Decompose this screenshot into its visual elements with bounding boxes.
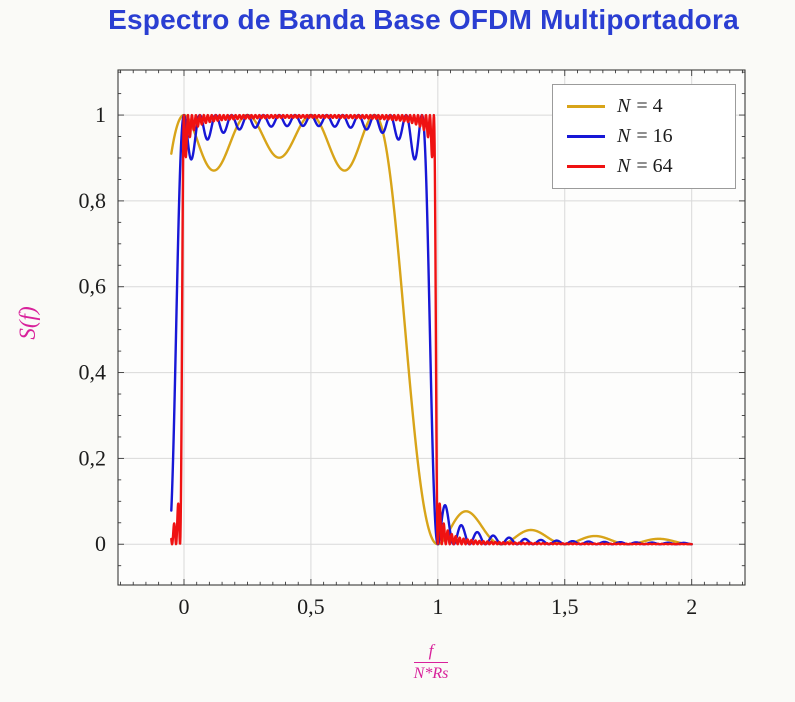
x-tick-label: 1	[432, 594, 443, 619]
legend-line-sample	[567, 135, 605, 138]
y-tick-label: 0,6	[79, 274, 107, 299]
legend-item: N = 4	[567, 94, 721, 119]
y-tick-labels: 0 0,2 0,4 0,6 0,8 1	[79, 102, 107, 556]
x-axis-label: f N*Rs	[371, 641, 491, 683]
x-tick-labels: 0 0,5 1 1,5 2	[179, 594, 698, 619]
plot-frame	[117, 69, 746, 586]
curves	[170, 113, 693, 546]
legend-item-label: N = 4	[617, 95, 663, 117]
series-line-N-16	[170, 113, 693, 546]
x-axis-label-denominator: N*Rs	[413, 665, 449, 682]
x-tick-label: 0,5	[297, 594, 325, 619]
legend-item: N = 16	[567, 124, 721, 149]
y-tick-label: 0,4	[79, 360, 107, 385]
legend: N = 4 N = 16 N = 64	[552, 84, 736, 189]
x-axis-label-numerator: f	[413, 641, 449, 663]
legend-item-label: N = 16	[617, 125, 673, 147]
legend-item-label: N = 64	[617, 155, 673, 177]
x-tick-label: 2	[686, 594, 697, 619]
legend-line-sample	[567, 165, 605, 168]
legend-item: N = 64	[567, 154, 721, 179]
y-tick-label: 1	[95, 102, 106, 127]
x-tick-label: 0	[179, 594, 190, 619]
chart-title: Espectro de Banda Base OFDM Multiportado…	[108, 4, 739, 35]
x-tick-label: 1,5	[551, 594, 579, 619]
y-axis-label: S(f)	[15, 306, 40, 340]
series-line-N-64	[170, 113, 693, 546]
y-tick-label: 0,2	[79, 445, 107, 470]
x-axis-label-fraction: f N*Rs	[413, 641, 449, 683]
legend-line-sample	[567, 105, 605, 108]
y-tick-label: 0	[95, 531, 106, 556]
y-tick-label: 0,8	[79, 188, 107, 213]
